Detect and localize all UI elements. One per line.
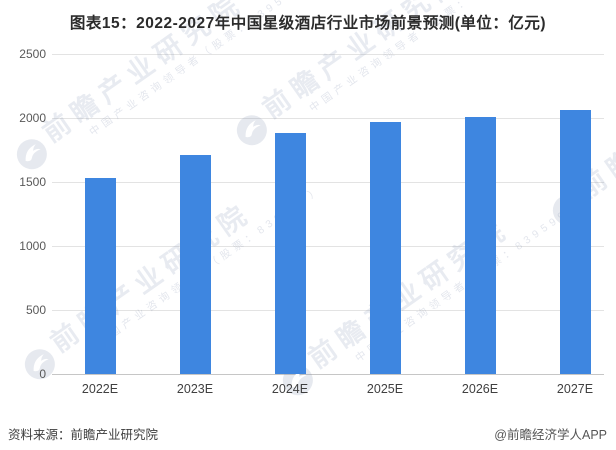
- bar-2024E: [274, 132, 306, 374]
- gridline: [52, 310, 604, 311]
- y-axis-tick-label: 1500: [19, 175, 46, 189]
- gridline: [52, 54, 604, 55]
- x-axis-tick-label: 2022E: [81, 382, 119, 396]
- bar-2026E: [464, 117, 496, 374]
- gridline: [52, 374, 604, 375]
- y-axis-tick-label: 0: [39, 367, 46, 381]
- gridline: [52, 246, 604, 247]
- y-axis-tick-label: 2000: [19, 111, 46, 125]
- qianzhan-logo-icon: [17, 342, 64, 391]
- y-axis-tick-label: 500: [25, 303, 46, 317]
- x-axis-tick-label: 2027E: [556, 382, 594, 396]
- gridline: [52, 118, 604, 119]
- x-axis-tick-label: 2026E: [461, 382, 499, 396]
- x-axis-tick-label: 2023E: [176, 382, 214, 396]
- bar-2023E: [179, 155, 211, 374]
- watermark-text: 前瞻产业研究院: [45, 197, 258, 359]
- qianzhan-logo-icon: [9, 132, 56, 181]
- credit-text: @前瞻经济学人APP: [494, 428, 607, 442]
- y-axis-tick-label: 1000: [19, 239, 46, 253]
- bar-2025E: [369, 122, 401, 374]
- qianzhan-logo-icon: [229, 108, 276, 157]
- gridline: [52, 182, 604, 183]
- bar-2022E: [84, 177, 116, 374]
- x-axis-tick-label: 2024E: [271, 382, 309, 396]
- y-axis-tick-label: 2500: [19, 47, 46, 61]
- chart-title: 图表15：2022-2027年中国星级酒店行业市场前景预测(单位：亿元): [69, 15, 547, 32]
- source-text: 资料来源：前瞻产业研究院: [8, 428, 159, 442]
- x-axis-tick-label: 2025E: [366, 382, 404, 396]
- bar-2027E: [559, 110, 591, 374]
